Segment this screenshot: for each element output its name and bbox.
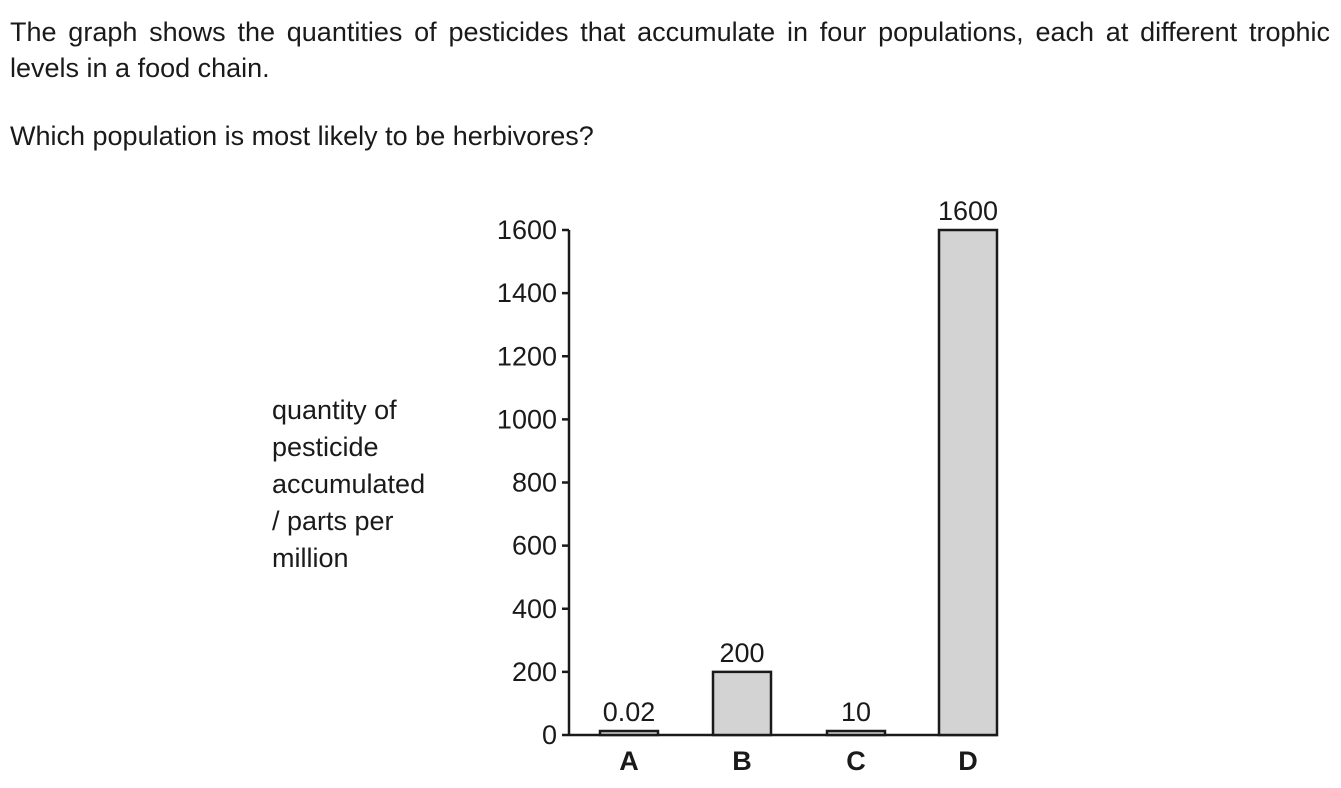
- y-axis-label: quantity of pesticide accumulated / part…: [272, 395, 426, 573]
- y-tick-label: 400: [512, 594, 557, 624]
- bar-D: [937, 228, 999, 737]
- y-tick-label: 0: [542, 720, 557, 750]
- question-prompt: Which population is most likely to be he…: [10, 121, 594, 151]
- category-label-D: D: [958, 746, 978, 776]
- y-tick-label: 1600: [497, 215, 557, 245]
- question-intro: The graph shows the quantities of pestic…: [10, 17, 1330, 83]
- category-label-B: B: [732, 746, 752, 776]
- y-tick-label: 200: [512, 657, 557, 687]
- category-label-C: C: [846, 746, 866, 776]
- chart-bars: [598, 228, 999, 737]
- y-tick-label: 800: [512, 468, 557, 498]
- data-label-A: 0.02: [603, 697, 656, 727]
- chart-labels: 0.02 A 200 B 10 C 1600 D: [603, 196, 998, 776]
- chart-axes: 0 200 400 600 800 1000 1200 1400 1600: [497, 215, 998, 750]
- bar-A: [598, 729, 660, 737]
- category-label-A: A: [619, 746, 639, 776]
- y-tick-label: 1200: [497, 341, 557, 371]
- data-label-B: 200: [719, 638, 764, 668]
- y-tick-label: 1000: [497, 404, 557, 434]
- question-text: The graph shows the quantities of pestic…: [10, 14, 1330, 154]
- bar-B: [711, 670, 773, 737]
- bar-C: [825, 729, 887, 737]
- y-tick-label: 600: [512, 531, 557, 561]
- data-label-D: 1600: [938, 196, 998, 226]
- y-tick-label: 1400: [497, 278, 557, 308]
- data-label-C: 10: [841, 697, 871, 727]
